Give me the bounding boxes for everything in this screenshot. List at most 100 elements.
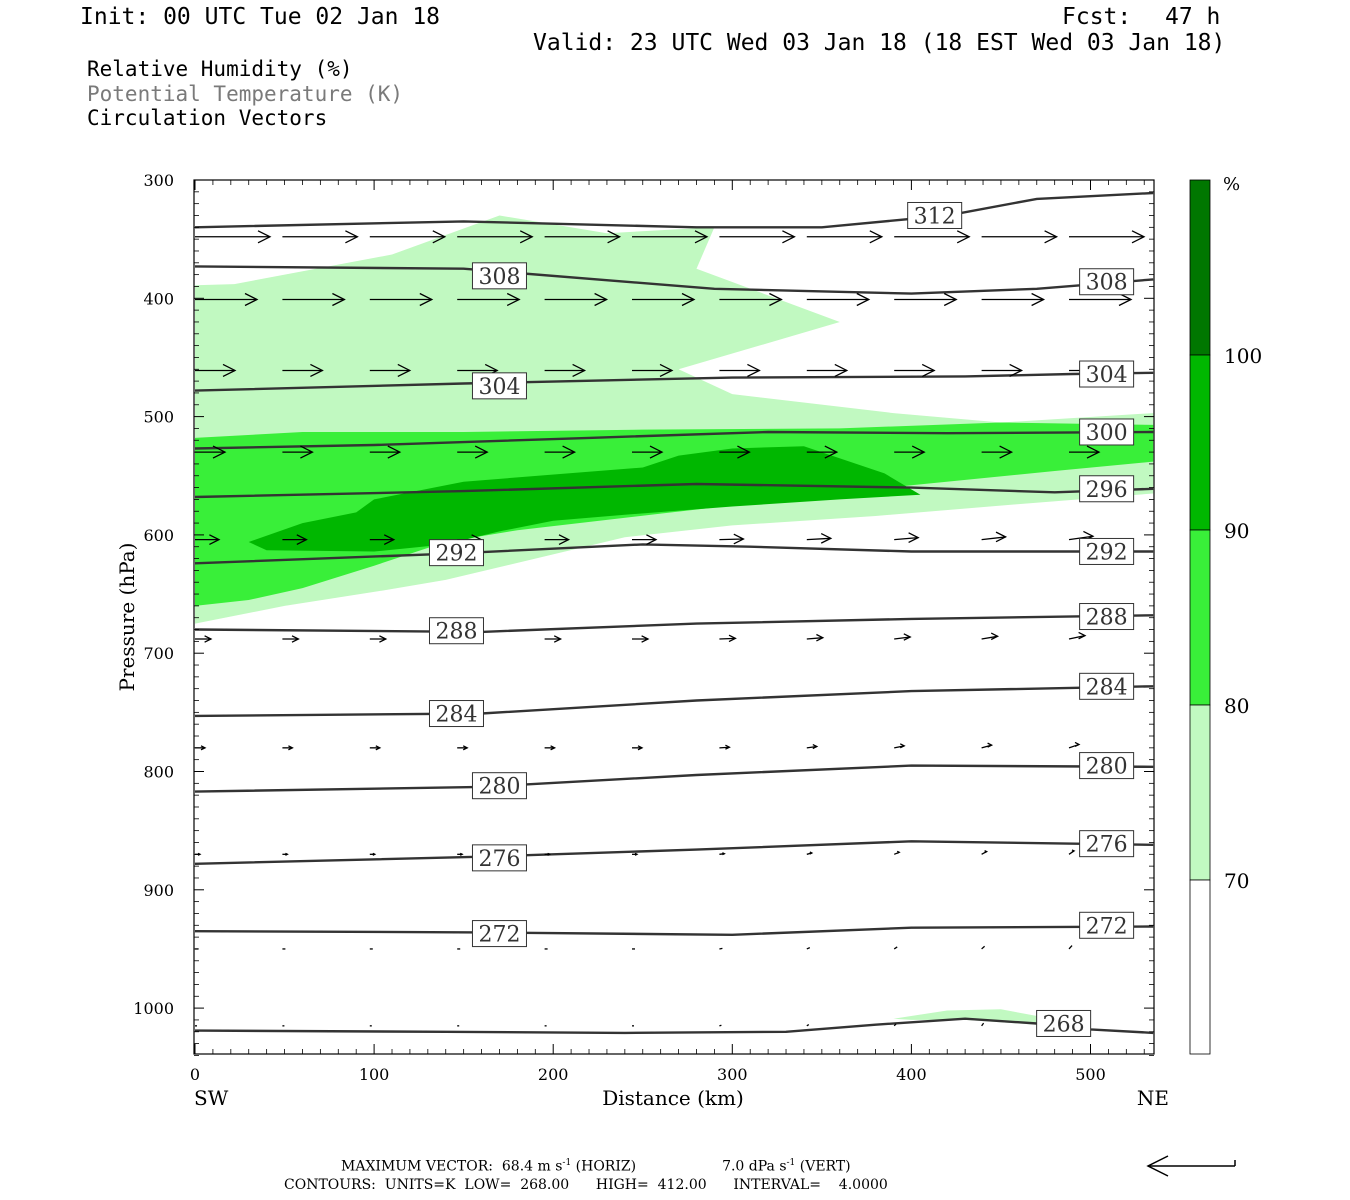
axis-ticks <box>194 179 1154 1056</box>
vector-arrowhead <box>474 445 489 459</box>
vector-arrow <box>719 1024 722 1027</box>
vector-arrow <box>981 945 986 950</box>
theta-label-box <box>428 617 484 645</box>
theta-label-280: 280 <box>1086 755 1128 780</box>
theta-label-312: 312 <box>914 204 956 229</box>
vector-arrowhead <box>553 635 563 643</box>
theta-label-box <box>471 844 527 872</box>
theta-label-284: 284 <box>435 703 477 728</box>
vector-arrowhead <box>1131 230 1146 244</box>
theta-contour-296 <box>194 482 1154 499</box>
vector-arrow <box>981 536 1006 541</box>
theta-label-268: 268 <box>1043 1012 1085 1037</box>
vector-arrow <box>894 636 911 640</box>
vector-arrow <box>1068 634 1086 640</box>
theta-label-276: 276 <box>478 847 520 872</box>
x-end-label-sw: SW <box>194 1086 229 1110</box>
theta-contour-280 <box>194 764 1154 793</box>
theta-label-box <box>1079 752 1135 780</box>
theta-contour-288 <box>194 614 1154 634</box>
theta-label-304: 304 <box>478 375 520 400</box>
theta-label-box <box>907 201 963 229</box>
vector-arrow <box>981 635 998 640</box>
colorbar: % 70 80 90 100 <box>1189 174 1262 1055</box>
vector-arrowhead <box>899 743 906 749</box>
vector-arrowhead <box>257 230 272 244</box>
vector-arrowhead <box>649 445 664 459</box>
y-tick-label: 300 <box>143 171 174 190</box>
theta-label-304: 304 <box>1086 363 1128 388</box>
vector-arrowhead <box>733 533 745 545</box>
vector-arrowhead <box>379 635 388 643</box>
relative-humidity-fills <box>195 215 1154 1025</box>
x-tick-label: 300 <box>717 1065 748 1084</box>
vector-arrowhead <box>397 363 412 378</box>
vector-arrowhead <box>209 534 221 546</box>
max-vector-vert: 7.0 dPa s <box>722 1158 787 1175</box>
theta-label-box <box>471 262 527 290</box>
vector-arrowhead <box>558 534 571 546</box>
rh-fill-90 <box>248 446 921 552</box>
colorbar-level-70: 70 <box>1224 869 1249 893</box>
vector-arrowhead <box>856 292 871 307</box>
vector-arrowhead <box>637 745 644 751</box>
y-tick-label: 400 <box>143 289 174 308</box>
theta-label-box <box>1079 360 1135 388</box>
x-tick-label: 100 <box>359 1065 390 1084</box>
x-tick-label: 400 <box>896 1065 927 1084</box>
theta-label-box <box>471 372 527 400</box>
y-tick-label: 800 <box>143 763 174 782</box>
vector-arrowhead <box>943 292 958 307</box>
vector-arrowhead <box>519 230 534 244</box>
vector-arrow <box>806 637 823 640</box>
vector-arrowhead <box>646 534 658 546</box>
theta-label-box <box>1079 537 1135 565</box>
vector-arrowhead <box>607 230 622 244</box>
theta-label-box <box>1079 268 1135 296</box>
y-tick-label: 1000 <box>133 999 174 1018</box>
vector-arrowhead <box>809 851 814 855</box>
vector-arrowhead <box>694 230 709 244</box>
colorbar-level-100: 100 <box>1224 344 1262 368</box>
theta-contour-312 <box>194 191 1154 229</box>
vector-arrowhead <box>634 852 639 856</box>
vector-arrowhead <box>921 363 936 378</box>
legend-relative-humidity: Relative Humidity (%) <box>87 57 353 81</box>
forecast-label: Fcst: <box>1062 4 1132 30</box>
max-vector-horiz: MAXIMUM VECTOR: 68.4 m s <box>341 1158 563 1175</box>
colorbar-level-90: 90 <box>1224 519 1249 543</box>
theta-label-box <box>1079 672 1135 700</box>
theta-contour-272 <box>194 925 1154 937</box>
vector-arrowhead <box>200 745 207 751</box>
vector-arrow <box>806 537 831 541</box>
x-tick-label: 200 <box>538 1065 569 1084</box>
theta-label-272: 272 <box>1086 914 1128 939</box>
colorbar-unit: % <box>1223 174 1240 195</box>
vector-arrowhead <box>747 363 761 378</box>
vector-arrowhead <box>506 292 521 307</box>
vector-arrowhead <box>288 745 294 751</box>
theta-label-box <box>1079 603 1135 631</box>
theta-contour-284 <box>194 685 1154 718</box>
vector-arrow <box>719 947 723 950</box>
legend-potential-temperature: Potential Temperature (K) <box>87 82 404 106</box>
vector-arrowhead <box>1086 445 1101 459</box>
rh-fill-80 <box>195 422 1154 606</box>
theta-label-box <box>428 700 484 728</box>
vector-arrowhead <box>834 363 849 378</box>
vector-arrow <box>719 637 736 640</box>
theta-label-box <box>1079 830 1135 858</box>
vector-arrowhead <box>956 230 971 244</box>
vector-arrow <box>806 947 811 950</box>
valid-time: Valid: 23 UTC Wed 03 Jan 18 (18 EST Wed … <box>533 30 1226 56</box>
theta-label-272: 272 <box>478 923 520 948</box>
init-time: Init: 00 UTC Tue 02 Jan 18 <box>80 4 441 30</box>
theta-label-300: 300 <box>1086 421 1128 446</box>
vector-arrowhead <box>728 634 737 643</box>
theta-label-292: 292 <box>1086 540 1128 565</box>
vector-arrow <box>981 1022 985 1027</box>
theta-label-box <box>1079 418 1135 446</box>
theta-label-308: 308 <box>478 265 520 290</box>
vector-arrow <box>806 1023 810 1027</box>
